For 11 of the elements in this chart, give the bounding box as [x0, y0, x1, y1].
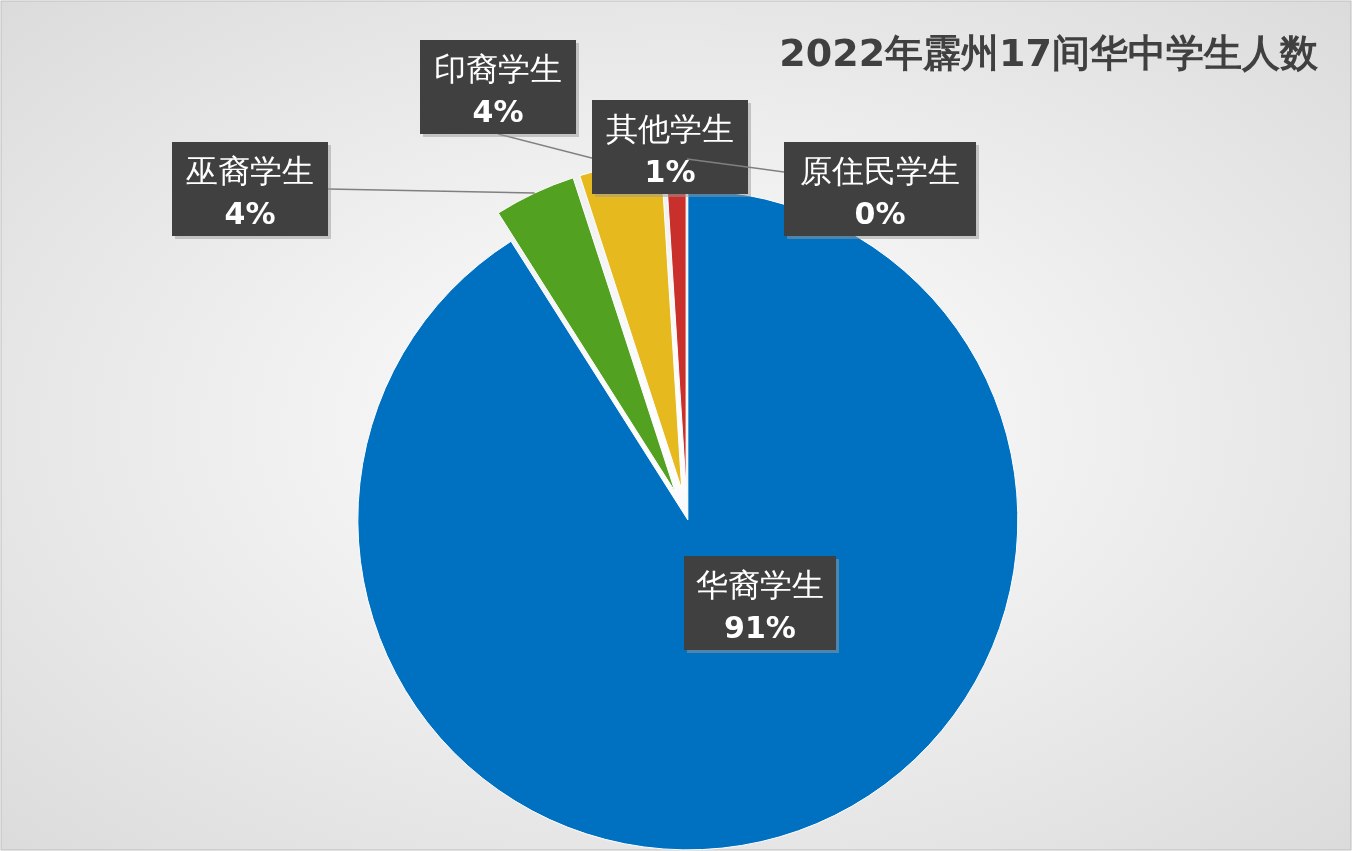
chart-title: 2022年霹州17间华中学生人数 [779, 31, 1319, 75]
data-label: 4% [472, 94, 524, 129]
text: 0% [854, 196, 906, 231]
data-label: 4% [224, 196, 276, 231]
slice-label: 其他学生 [606, 110, 734, 148]
slice-label: 华裔学生 [696, 566, 824, 604]
data-label: 91% [724, 610, 796, 645]
slice-label: 印裔学生 [434, 50, 562, 88]
slice-label: 巫裔学生 [186, 152, 314, 190]
data-label: 1% [644, 154, 696, 189]
legend-label: 原住民学生 [800, 152, 960, 190]
